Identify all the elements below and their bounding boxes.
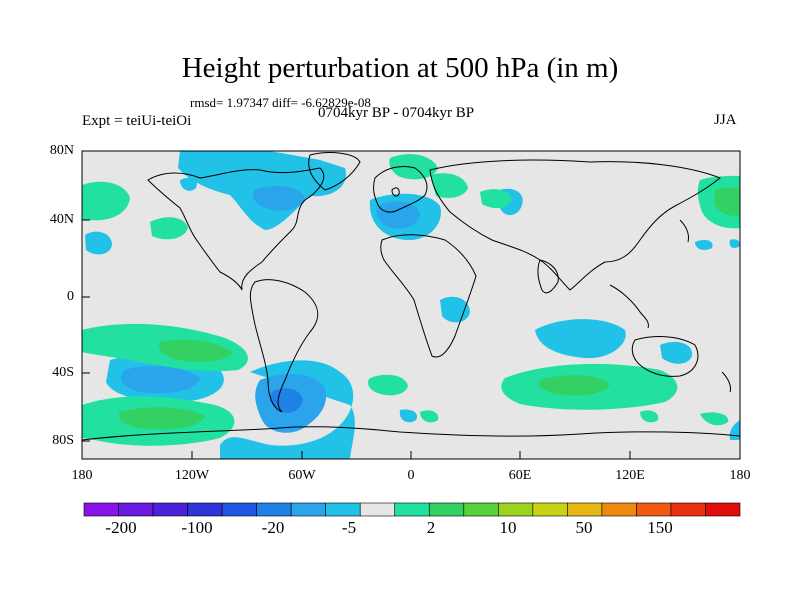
colorbar-label: -5: [341, 518, 357, 537]
colorbar-swatch: [83, 502, 119, 517]
colorbar-swatch: [670, 502, 706, 517]
lon-label-60e: 60E: [508, 468, 532, 483]
colorbar-swatch: [118, 502, 154, 517]
lon-label-120e: 120E: [615, 468, 645, 483]
colorbar-label: 10: [499, 518, 517, 537]
lon-label-180w: 180: [71, 468, 93, 483]
colorbar-swatch: [187, 502, 223, 517]
lat-label-40s: 40S: [52, 365, 74, 380]
lon-label-120w: 120W: [174, 468, 210, 483]
lat-label-40n: 40N: [49, 212, 74, 227]
colorbar-swatch: [290, 502, 326, 517]
colorbar-swatch: [532, 502, 568, 517]
colorbar-swatch: [152, 502, 188, 517]
stats-text: rmsd= 1.97347 diff= -6.62829e-08: [190, 95, 371, 110]
colorbar-swatch: [428, 502, 465, 517]
colorbar-swatch: [601, 502, 637, 517]
period-label: 0704kyr BP - 0704kyr BP: [318, 105, 475, 121]
lon-label-0: 0: [407, 468, 415, 483]
season-label: JJA: [714, 112, 737, 128]
colorbar-swatch: [325, 502, 361, 517]
colorbar: [83, 502, 741, 517]
positive-anomalies-strong: [118, 187, 740, 430]
colorbar-label: 2: [426, 518, 436, 537]
coastlines: [82, 152, 740, 441]
map-title: Height perturbation at 500 hPa (in m): [181, 52, 619, 84]
colorbar-swatch: [221, 502, 257, 517]
colorbar-swatch: [463, 502, 499, 517]
lon-label-60w: 60W: [288, 468, 316, 483]
colorbar-label: -100: [181, 518, 213, 537]
lat-label-0: 0: [67, 289, 74, 304]
experiment-label: Expt = teiUi-teiOi: [82, 113, 192, 129]
colorbar-swatch: [394, 502, 430, 517]
lat-label-80s: 80S: [52, 433, 74, 448]
axis-ticks: [81, 150, 741, 459]
colorbar-swatch: [256, 502, 292, 517]
colorbar-label: 50: [575, 518, 593, 537]
lon-label-180e: 180: [729, 468, 751, 483]
colorbar-label: -20: [261, 518, 285, 537]
colorbar-swatch: [359, 502, 396, 517]
colorbar-swatch: [567, 502, 603, 517]
colorbar-swatch: [498, 502, 534, 517]
colorbar-swatch: [705, 502, 741, 517]
lat-label-80n: 80N: [49, 143, 74, 158]
colorbar-label: -200: [105, 518, 137, 537]
colorbar-swatch: [636, 502, 672, 517]
colorbar-label: 150: [647, 518, 673, 537]
